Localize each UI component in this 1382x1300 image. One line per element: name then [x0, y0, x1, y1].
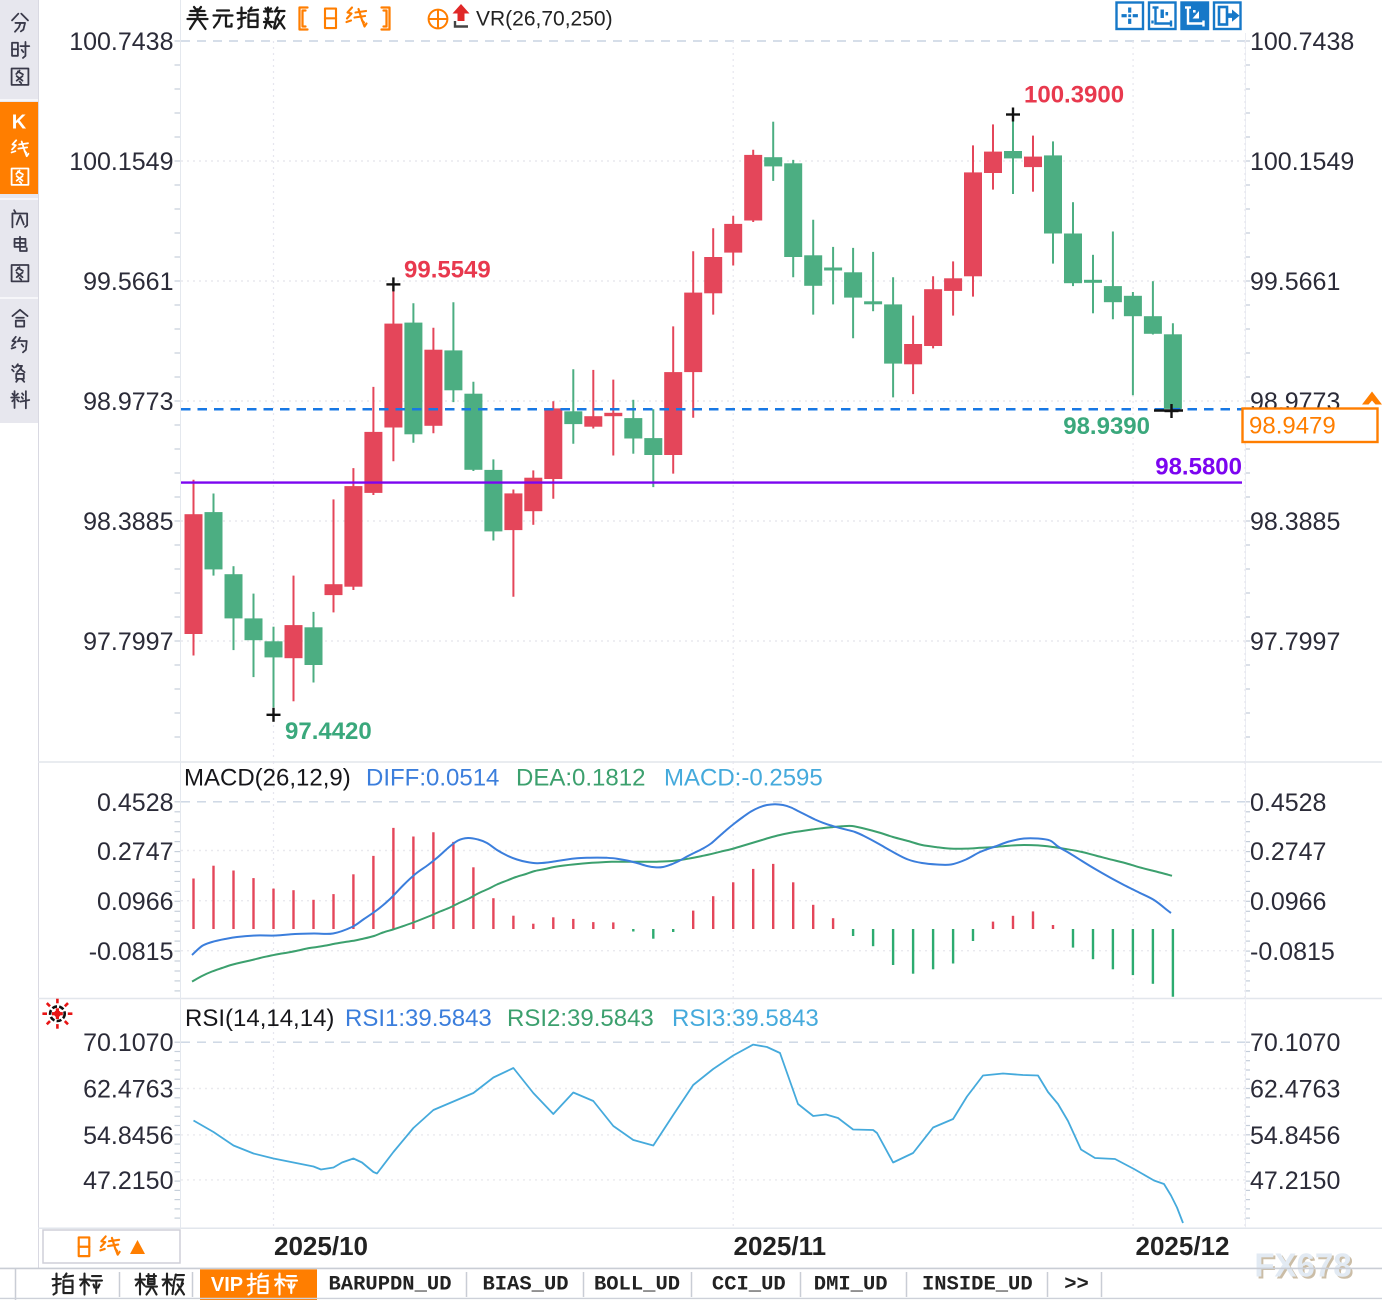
svg-text:VIP: VIP: [211, 1274, 243, 1296]
svg-text:BOLL_UD: BOLL_UD: [594, 1274, 680, 1297]
svg-text:0.0966: 0.0966: [1250, 888, 1326, 916]
svg-text:0.0966: 0.0966: [97, 888, 173, 916]
svg-text:70.1070: 70.1070: [1250, 1029, 1340, 1057]
svg-text:97.7997: 97.7997: [1250, 628, 1340, 656]
svg-text:DEA:0.1812: DEA:0.1812: [516, 765, 645, 792]
svg-text:2025/10: 2025/10: [274, 1231, 368, 1261]
svg-text:2025/11: 2025/11: [734, 1231, 827, 1261]
svg-text:MACD(26,12,9): MACD(26,12,9): [184, 765, 351, 792]
svg-text:54.8456: 54.8456: [1250, 1122, 1340, 1150]
svg-text:98.9390: 98.9390: [1063, 413, 1150, 440]
svg-text:100.1549: 100.1549: [69, 148, 173, 176]
svg-text:0.2747: 0.2747: [97, 838, 173, 866]
svg-text:CCI_UD: CCI_UD: [712, 1274, 786, 1297]
svg-text:FX678: FX678: [1254, 1247, 1351, 1284]
svg-text:98.3885: 98.3885: [83, 508, 173, 536]
svg-text:DIFF:0.0514: DIFF:0.0514: [366, 765, 499, 792]
svg-text:RSI(14,14,14): RSI(14,14,14): [185, 1005, 334, 1032]
svg-text:0.2747: 0.2747: [1250, 838, 1326, 866]
svg-text:DMI_UD: DMI_UD: [814, 1274, 888, 1297]
svg-text:99.5661: 99.5661: [83, 268, 173, 296]
svg-text:54.8456: 54.8456: [83, 1122, 173, 1150]
svg-text:62.4763: 62.4763: [1250, 1076, 1340, 1104]
svg-text:RSI1:39.5843: RSI1:39.5843: [345, 1005, 492, 1032]
svg-text:98.3885: 98.3885: [1250, 508, 1340, 536]
svg-text:0.4528: 0.4528: [97, 789, 173, 817]
svg-text:47.2150: 47.2150: [1250, 1167, 1340, 1195]
svg-text:0.4528: 0.4528: [1250, 789, 1326, 817]
svg-text:VR(26,70,250): VR(26,70,250): [476, 8, 613, 31]
svg-text:-0.0815: -0.0815: [1250, 938, 1335, 966]
svg-text:2025/12: 2025/12: [1136, 1231, 1230, 1261]
svg-text:BARUPDN_UD: BARUPDN_UD: [328, 1274, 451, 1297]
svg-text:47.2150: 47.2150: [83, 1167, 173, 1195]
svg-text:98.9479: 98.9479: [1249, 413, 1336, 440]
svg-text:100.7438: 100.7438: [69, 28, 173, 56]
svg-text:97.4420: 97.4420: [285, 718, 372, 745]
svg-text:100.7438: 100.7438: [1250, 28, 1354, 56]
svg-text:FX678: FX678: [1256, 1249, 1353, 1286]
svg-text:98.9773: 98.9773: [83, 388, 173, 416]
svg-text:100.1549: 100.1549: [1250, 148, 1354, 176]
svg-text:-0.0815: -0.0815: [89, 938, 174, 966]
svg-text:99.5549: 99.5549: [404, 257, 491, 284]
svg-text:99.5661: 99.5661: [1250, 268, 1340, 296]
svg-text:INSIDE_UD: INSIDE_UD: [922, 1274, 1033, 1297]
svg-text:98.5800: 98.5800: [1155, 454, 1242, 481]
svg-text:BIAS_UD: BIAS_UD: [482, 1274, 568, 1297]
svg-text:MACD:-0.2595: MACD:-0.2595: [664, 765, 823, 792]
svg-text:97.7997: 97.7997: [83, 628, 173, 656]
svg-text:100.3900: 100.3900: [1024, 82, 1124, 109]
svg-text:K: K: [12, 112, 27, 134]
svg-text:RSI3:39.5843: RSI3:39.5843: [672, 1005, 819, 1032]
svg-text:62.4763: 62.4763: [83, 1076, 173, 1104]
svg-text:>>: >>: [1064, 1274, 1089, 1297]
svg-text:70.1070: 70.1070: [83, 1029, 173, 1057]
svg-text:RSI2:39.5843: RSI2:39.5843: [507, 1005, 654, 1032]
